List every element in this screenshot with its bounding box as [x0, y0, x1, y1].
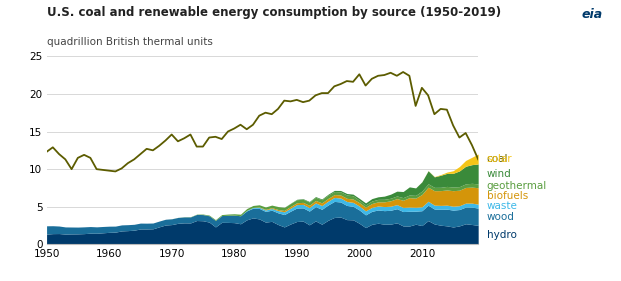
Text: biofuels: biofuels	[486, 191, 528, 201]
Text: solar: solar	[486, 154, 512, 164]
Text: waste: waste	[486, 201, 517, 211]
Text: wind: wind	[486, 169, 511, 179]
Text: geothermal: geothermal	[486, 181, 546, 191]
Text: U.S. coal and renewable energy consumption by source (1950-2019): U.S. coal and renewable energy consumpti…	[47, 6, 501, 19]
Text: quadrillion British thermal units: quadrillion British thermal units	[47, 37, 212, 47]
Text: eia: eia	[581, 8, 602, 21]
Text: coal: coal	[486, 154, 508, 164]
Text: wood: wood	[486, 212, 514, 222]
Text: hydro: hydro	[486, 230, 517, 240]
